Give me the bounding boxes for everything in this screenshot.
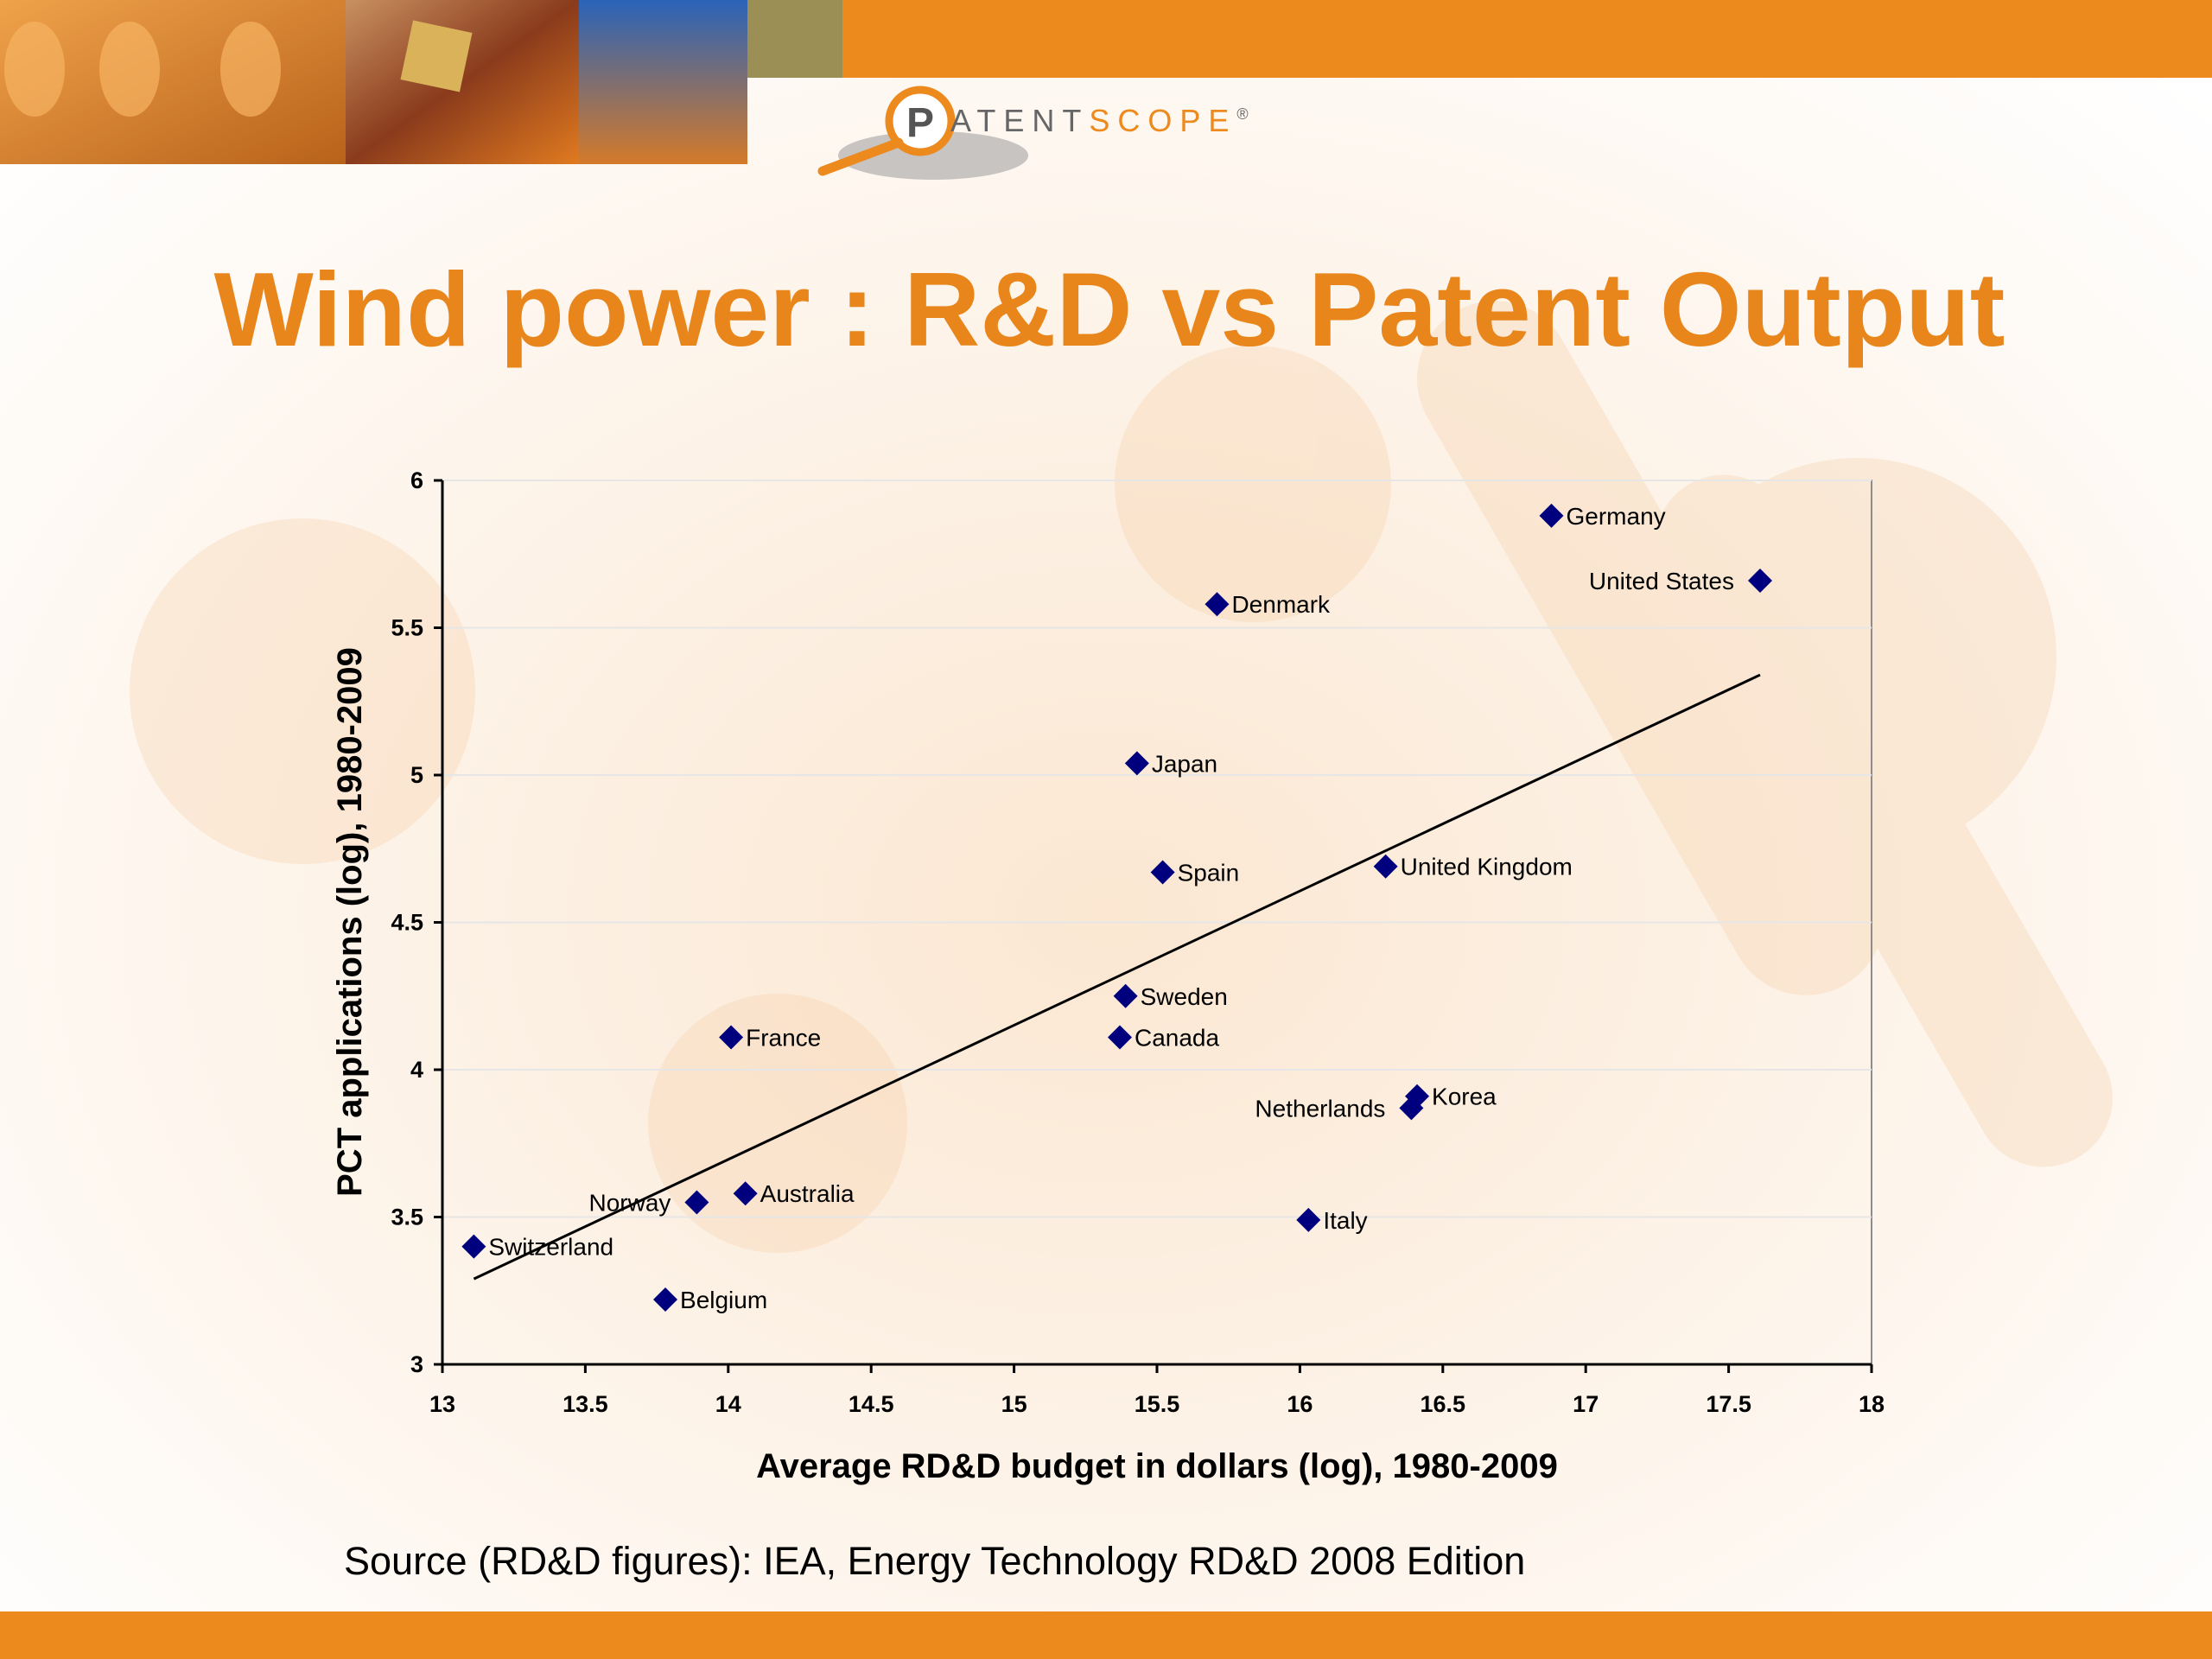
point-label: Netherlands xyxy=(1255,1095,1385,1122)
diamond-marker xyxy=(1124,751,1149,776)
data-point: Japan xyxy=(1124,750,1217,777)
data-point: Italy xyxy=(1296,1207,1368,1234)
y-tick-label: 4.5 xyxy=(391,910,423,936)
data-point: United Kingdom xyxy=(1373,854,1573,880)
diamond-marker xyxy=(719,1025,744,1050)
background-decoration xyxy=(130,301,2113,1253)
x-tick-label: 13.5 xyxy=(563,1391,608,1417)
logo-text-light: SCOPE xyxy=(1089,103,1236,138)
x-tick-label: 17 xyxy=(1573,1391,1599,1417)
x-tick-label: 14.5 xyxy=(849,1391,894,1417)
point-label: Denmark xyxy=(1231,591,1331,618)
point-label: France xyxy=(746,1024,821,1051)
point-label: Italy xyxy=(1323,1207,1367,1234)
data-point: Australia xyxy=(733,1180,855,1207)
y-tick-label: 6 xyxy=(410,467,423,493)
diamond-marker xyxy=(653,1287,678,1312)
footer-orange-band xyxy=(0,1611,2212,1659)
point-label: Sweden xyxy=(1141,983,1228,1010)
x-tick-label: 15 xyxy=(1001,1391,1027,1417)
patentscope-logo: P ATENTSCOPE® xyxy=(817,86,1249,180)
point-label: Korea xyxy=(1432,1084,1497,1110)
grid-layer xyxy=(442,480,1872,1218)
y-tick-label: 3.5 xyxy=(391,1205,423,1230)
scatter-chart: 3 3.5 4 4.5 5 5.5 6 13 13.5 14 14.5 15 15.5 16 16.5 17 1… xyxy=(331,467,1885,1485)
diamond-marker xyxy=(733,1181,758,1206)
point-label: Norway xyxy=(588,1189,671,1216)
diamond-marker xyxy=(1150,860,1175,885)
diamond-marker xyxy=(1205,592,1230,617)
data-point: Sweden xyxy=(1113,983,1228,1010)
logo-letter: P xyxy=(906,100,934,146)
data-point: Switzerland xyxy=(461,1234,613,1261)
point-label: Switzerland xyxy=(488,1234,613,1261)
point-label: United States xyxy=(1589,568,1734,594)
data-points: Germany United States Denmark Japan Spain Uni… xyxy=(461,503,1772,1313)
point-label: Belgium xyxy=(680,1287,767,1313)
data-point: Belgium xyxy=(653,1287,767,1313)
data-point: Germany xyxy=(1539,503,1666,530)
logo-registered-mark: ® xyxy=(1236,105,1248,123)
x-axis-title: Average RD&D budget in dollars (log), 19… xyxy=(756,1447,1558,1485)
x-tick-label: 17.5 xyxy=(1706,1391,1751,1417)
data-point: Spain xyxy=(1150,860,1240,887)
data-point: Norway xyxy=(588,1189,709,1216)
y-tick-label: 5.5 xyxy=(391,615,423,641)
point-label: Canada xyxy=(1135,1024,1220,1051)
y-tick-label: 5 xyxy=(410,762,423,788)
y-tick-label: 4 xyxy=(410,1057,423,1083)
diamond-marker xyxy=(1296,1207,1321,1232)
point-label: Australia xyxy=(760,1180,855,1207)
y-tick-label: 3 xyxy=(410,1351,423,1377)
x-tick-label: 13 xyxy=(429,1391,455,1417)
y-axis-title: PCT applications (log), 1980-2009 xyxy=(331,647,369,1197)
data-point: France xyxy=(719,1024,821,1051)
logo-text-dark: ATENT xyxy=(950,103,1089,138)
data-point: Canada xyxy=(1107,1024,1220,1051)
diamond-marker xyxy=(1113,983,1138,1008)
x-tick-label: 16 xyxy=(1287,1391,1313,1417)
point-label: Spain xyxy=(1178,860,1240,887)
diamond-marker xyxy=(1539,503,1564,528)
point-label: Germany xyxy=(1567,503,1666,530)
x-tick-label: 15.5 xyxy=(1135,1391,1180,1417)
x-tick-label: 18 xyxy=(1859,1391,1885,1417)
diamond-marker xyxy=(1399,1096,1424,1121)
diamond-marker xyxy=(461,1234,486,1259)
point-label: United Kingdom xyxy=(1401,854,1573,880)
tick-layer: 3 3.5 4 4.5 5 5.5 6 13 13.5 14 14.5 15 15.5 16 16.5 17 1… xyxy=(391,467,1885,1417)
x-tick-label: 16.5 xyxy=(1421,1391,1466,1417)
data-point: Denmark xyxy=(1205,591,1331,618)
diamond-marker xyxy=(684,1190,709,1215)
diamond-marker xyxy=(1373,854,1398,879)
trendline xyxy=(473,673,1761,1281)
x-tick-label: 14 xyxy=(715,1391,741,1417)
diamond-marker xyxy=(1747,568,1772,593)
magnifier-handle-icon xyxy=(817,137,904,176)
data-point: Netherlands xyxy=(1255,1095,1424,1122)
header-photo-strip xyxy=(0,0,842,164)
slide-title: Wind power : R&D vs Patent Output xyxy=(214,251,2005,368)
source-note: Source (RD&D figures): IEA, Energy Techn… xyxy=(344,1539,1525,1583)
point-label: Japan xyxy=(1152,750,1217,777)
logo-wordmark: ATENTSCOPE® xyxy=(950,103,1249,138)
diamond-marker xyxy=(1107,1025,1132,1050)
magnifier-icon xyxy=(885,86,956,156)
data-point: United States xyxy=(1589,568,1772,594)
